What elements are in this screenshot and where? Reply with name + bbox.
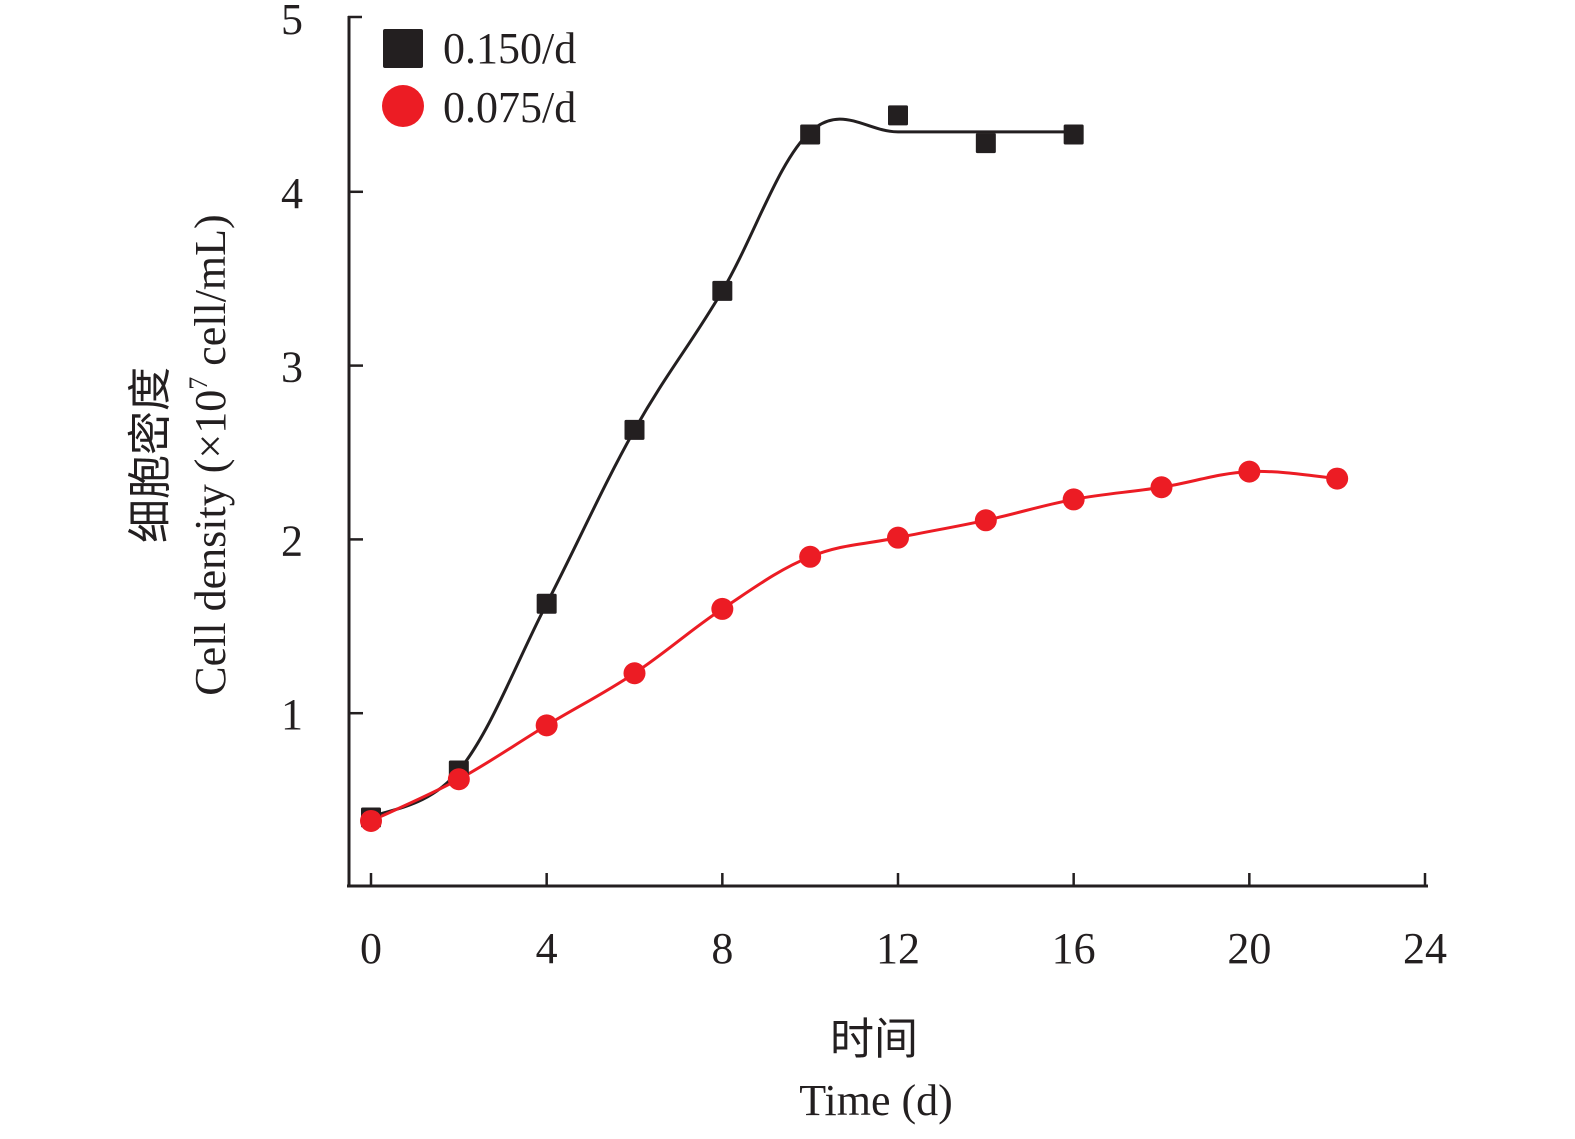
data-point-circle: [535, 714, 558, 737]
data-point-circle: [974, 509, 997, 532]
legend-label-0150: 0.150/d: [443, 24, 576, 73]
legend-marker-square: [383, 29, 423, 68]
data-point-square: [536, 593, 557, 614]
data-point-circle: [799, 545, 822, 568]
y-axis-title: 细胞密度 Cell density (×107 cell/mL): [126, 214, 235, 695]
data-point-square: [712, 280, 733, 301]
y-axis-title-en: Cell density (×107 cell/mL): [184, 214, 235, 695]
data-point-circle: [447, 768, 470, 791]
y-axis-title-sup: 7: [184, 377, 213, 390]
x-tick-label: 16: [1052, 924, 1096, 973]
data-point-circle: [360, 809, 382, 832]
legend: 0.150/d 0.075/d: [382, 24, 576, 132]
legend-marker-circle: [382, 85, 424, 127]
y-tick-label: 1: [281, 690, 303, 739]
data-point-square: [624, 419, 645, 440]
data-point-circle: [887, 526, 909, 549]
data-point-square: [800, 124, 821, 145]
x-tick-label: 12: [876, 924, 920, 973]
data-point-circle: [1062, 488, 1085, 511]
y-axis-title-post: cell/mL): [186, 214, 235, 377]
x-tick-label: 0: [360, 924, 382, 973]
x-tick-label: 8: [711, 924, 733, 973]
y-axis-title-cn: 细胞密度: [126, 367, 175, 543]
series-marks: [360, 105, 1349, 832]
x-axis-title-en: Time (d): [799, 1076, 953, 1125]
data-point-square: [1063, 124, 1084, 145]
data-point-circle: [1238, 460, 1261, 483]
y-tick-label: 4: [281, 169, 303, 218]
data-point-square: [975, 133, 996, 154]
x-tick-label: 4: [536, 924, 558, 973]
legend-label-0075: 0.075/d: [443, 83, 576, 132]
data-point-square: [888, 105, 908, 126]
y-ticks: 1 2 3 4 5: [281, 0, 363, 739]
y-axis-title-pre: Cell density (×10: [186, 390, 235, 696]
series-line-1: [370, 469, 1338, 823]
series-line-0: [370, 117, 1074, 819]
x-tick-label: 24: [1403, 924, 1447, 973]
x-tick-label: 20: [1227, 924, 1271, 973]
axes: [347, 15, 1428, 888]
y-tick-label: 3: [281, 343, 303, 392]
x-axis-title-cn: 时间: [830, 1015, 918, 1064]
data-point-circle: [711, 597, 734, 620]
x-axis-title: 时间 Time (d): [799, 1015, 953, 1125]
data-point-circle: [1150, 476, 1173, 499]
x-ticks: 0 4 8 12 16 20 24: [360, 873, 1447, 973]
series-lines: [370, 117, 1338, 823]
y-tick-label: 5: [281, 0, 303, 44]
data-point-circle: [1326, 467, 1349, 490]
data-point-circle: [623, 662, 646, 685]
y-tick-label: 2: [281, 516, 303, 565]
